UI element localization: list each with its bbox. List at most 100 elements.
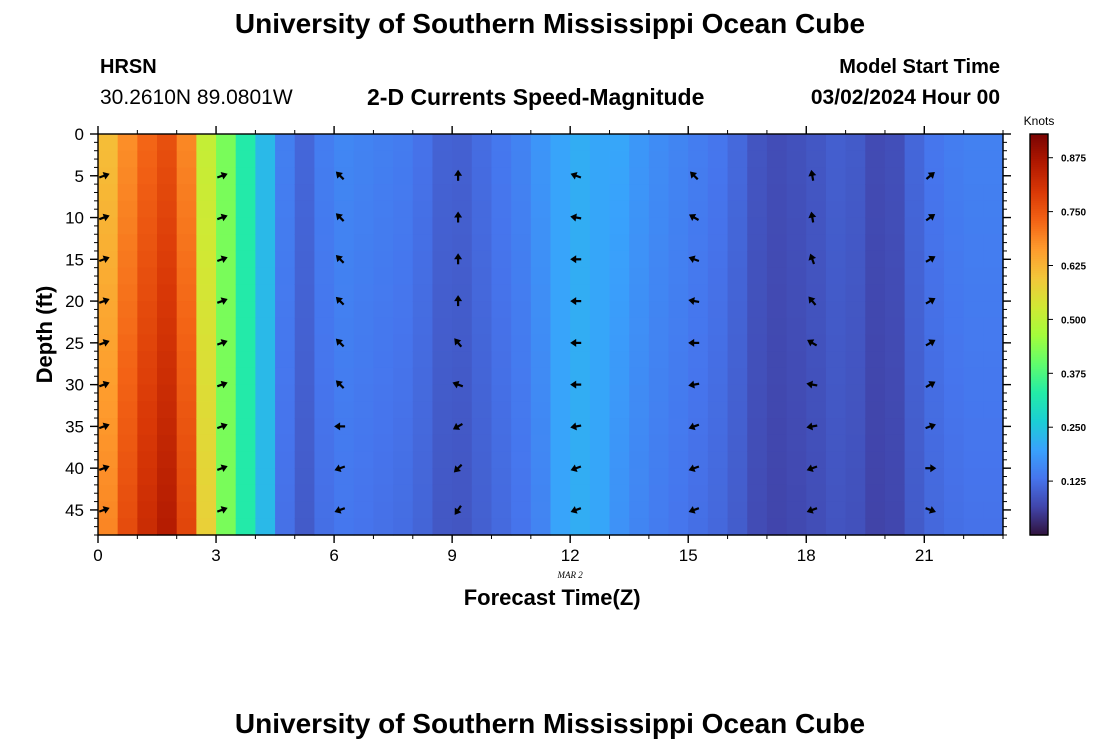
heatmap-cell: [550, 501, 571, 519]
heatmap-cell: [943, 434, 965, 453]
colorbar-segment: [1030, 446, 1048, 450]
heatmap-cell: [845, 334, 866, 352]
colorbar-segment: [1030, 418, 1048, 422]
heatmap-cell: [983, 351, 1004, 369]
heatmap-cell: [314, 167, 335, 185]
heatmap-cell: [412, 134, 434, 152]
arrow-head: [928, 297, 936, 305]
heatmap-cell: [609, 267, 630, 285]
x-tick-label: 3: [211, 546, 220, 565]
heatmap-cell: [235, 384, 256, 402]
heatmap-cell: [294, 384, 316, 402]
arrow-head: [220, 422, 228, 431]
heatmap-cell: [727, 317, 748, 336]
heatmap-cell: [943, 250, 965, 269]
heatmap-cell: [412, 384, 434, 402]
heatmap-cell: [589, 167, 611, 185]
heatmap-cell: [786, 367, 807, 386]
heatmap-cell: [747, 468, 768, 486]
heatmap-cell: [865, 468, 886, 486]
heatmap-cell: [747, 401, 768, 419]
heatmap-cell: [216, 301, 237, 319]
heatmap-cell: [157, 418, 178, 436]
colorbar-segment: [1030, 306, 1048, 310]
heatmap-cell: [353, 418, 375, 436]
heatmap-cell: [334, 384, 355, 402]
colorbar-segment: [1030, 308, 1048, 312]
heatmap-cell: [530, 451, 552, 469]
heatmap-cell: [983, 267, 1004, 285]
colorbar-segment: [1030, 154, 1048, 157]
heatmap-cell: [904, 184, 925, 202]
heatmap-cell: [747, 518, 768, 536]
heatmap-cell: [825, 284, 847, 302]
current-arrow: [454, 253, 463, 265]
heatmap-cell: [530, 217, 552, 235]
heatmap-cell: [668, 317, 689, 336]
colorbar-segment: [1030, 442, 1048, 446]
heatmap-cell: [511, 234, 532, 252]
heatmap-cell: [884, 200, 906, 219]
colorbar-segment: [1030, 352, 1048, 356]
colorbar-segment: [1030, 404, 1048, 408]
heatmap-cell: [452, 501, 473, 519]
heatmap-cell: [373, 501, 394, 519]
heatmap-cell: [353, 351, 375, 369]
heatmap-cell: [648, 418, 670, 436]
heatmap-cell: [589, 518, 611, 536]
colorbar-segment: [1030, 250, 1048, 253]
heatmap-cell: [471, 434, 493, 453]
colorbar-segment: [1030, 212, 1048, 215]
colorbar-segment: [1030, 432, 1048, 436]
heatmap-cell: [117, 418, 138, 436]
colorbar-segment: [1030, 466, 1048, 470]
heatmap-cell: [334, 484, 355, 503]
heatmap-cell: [668, 434, 689, 453]
heatmap-cell: [609, 484, 630, 503]
heatmap-cell: [825, 184, 847, 202]
model-start-label: Model Start Time: [839, 56, 1000, 78]
heatmap-cell: [176, 134, 197, 152]
heatmap-cell: [727, 384, 748, 402]
heatmap-cell: [904, 434, 925, 453]
heatmap-cell: [865, 501, 886, 519]
heatmap-cell: [353, 284, 375, 302]
heatmap-cell: [648, 200, 670, 219]
heatmap-cell: [668, 167, 689, 185]
heatmap-cell: [727, 434, 748, 453]
heatmap-cell: [432, 451, 453, 469]
heatmap-cell: [176, 401, 197, 419]
heatmap-cell: [963, 167, 984, 185]
heatmap-cell: [511, 468, 532, 486]
heatmap-cell: [747, 434, 768, 453]
colorbar-segment: [1030, 494, 1048, 498]
colorbar-segment: [1030, 192, 1048, 195]
heatmap-cell: [983, 434, 1004, 453]
colorbar-segment: [1030, 350, 1048, 354]
heatmap-cell: [865, 451, 886, 469]
heatmap-cell: [707, 250, 729, 269]
heatmap-cell: [825, 401, 847, 419]
heatmap-cell: [196, 200, 217, 219]
heatmap-cell: [353, 367, 375, 386]
heatmap-cell: [727, 250, 748, 269]
heatmap-cell: [432, 384, 453, 402]
colorbar-segment: [1030, 248, 1048, 251]
heatmap-cell: [353, 217, 375, 235]
heatmap-cell: [157, 468, 178, 486]
colorbar-segment: [1030, 382, 1048, 386]
heatmap-cell: [530, 284, 552, 302]
heatmap-cell: [629, 317, 650, 336]
heatmap-cell: [806, 501, 827, 519]
heatmap-cell: [845, 317, 866, 336]
arrow-head: [102, 255, 110, 264]
colorbar-segment: [1030, 272, 1048, 275]
heatmap-cell: [943, 217, 965, 235]
heatmap-cell: [452, 267, 473, 285]
current-arrow: [335, 338, 345, 348]
heatmap-cell: [393, 284, 414, 302]
heatmap-cell: [589, 501, 611, 519]
colorbar-label: Knots: [1024, 114, 1055, 128]
heatmap-cell: [845, 518, 866, 536]
heatmap-cell: [786, 284, 807, 302]
